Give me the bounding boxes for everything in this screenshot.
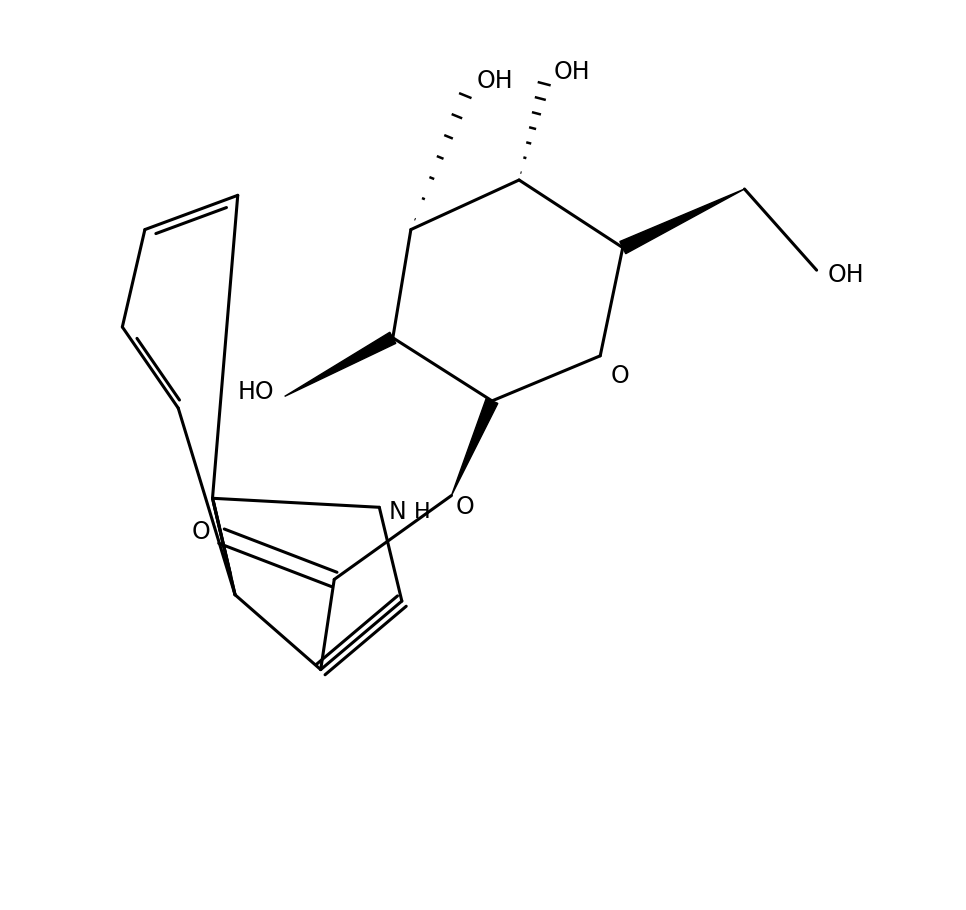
Text: OH: OH (828, 263, 864, 287)
Text: O: O (192, 520, 211, 543)
Polygon shape (285, 332, 396, 397)
Text: N: N (388, 500, 406, 524)
Text: O: O (456, 495, 474, 520)
Polygon shape (620, 189, 745, 254)
Polygon shape (451, 399, 497, 496)
Text: HO: HO (238, 379, 273, 404)
Text: O: O (611, 364, 630, 388)
Text: OH: OH (554, 60, 590, 84)
Text: OH: OH (476, 69, 513, 93)
Text: H: H (413, 501, 430, 521)
